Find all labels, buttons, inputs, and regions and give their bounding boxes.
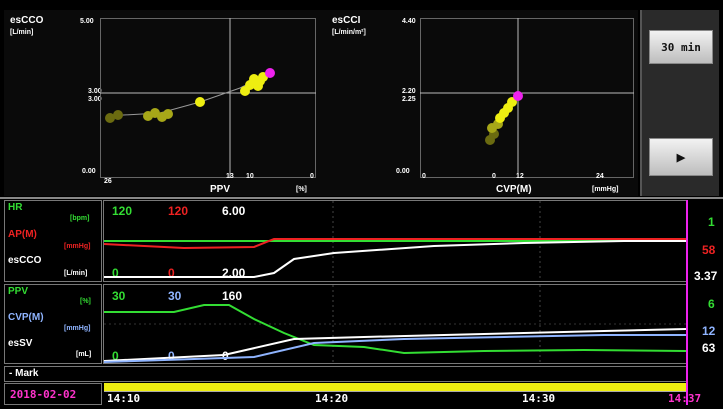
scatter-right-ybottom: 0.00 xyxy=(396,168,410,175)
scatter-right-xunit: [mmHg] xyxy=(592,186,619,193)
cvp-unit: [mmHg] xyxy=(64,325,91,332)
scatter-left-ylabel: esCCO xyxy=(10,15,44,26)
timeline-bar[interactable] xyxy=(104,383,687,391)
scatter-right-ylabel: esCCI xyxy=(332,15,361,26)
time-label: 14:30 xyxy=(522,392,556,405)
trend1-value-green: 1 xyxy=(708,215,715,229)
ppv-unit: [%] xyxy=(80,298,91,305)
scatter-right-yunit: [L/min/m²] xyxy=(332,29,366,36)
time-range-button[interactable]: 30 min xyxy=(649,30,713,64)
esco-unit: [L/min] xyxy=(64,270,88,277)
scatter-right-ytop: 4.40 xyxy=(402,18,416,25)
date-label: 2018-02-02 xyxy=(10,388,77,401)
scatter-left-xtick-mid: 13 xyxy=(226,173,234,180)
scatter-left-yunit: [L/min] xyxy=(10,29,34,36)
hr-label: HR xyxy=(8,202,23,213)
essv-label: esSV xyxy=(8,338,33,349)
scatter-right-panel: esCCI [L/min/m²] 4.40 2.20 2.25 0.00 0 0… xyxy=(326,10,638,196)
scatter-left-xunit: [%] xyxy=(296,186,307,193)
trend2-scale-green-bot: 0 xyxy=(112,349,119,363)
trend2-value-blue: 12 xyxy=(702,324,716,338)
trend2-scale-blue-top: 30 xyxy=(168,289,182,303)
ppv-label: PPV xyxy=(8,286,29,297)
scatter-right-ymid-a: 2.20 xyxy=(402,88,416,95)
scatter-area xyxy=(4,10,638,196)
trend2-value-white: 63 xyxy=(702,341,716,355)
mark-row[interactable] xyxy=(4,366,687,382)
timeline-axis xyxy=(104,391,687,405)
time-cursor[interactable] xyxy=(686,200,688,405)
scatter-right-xtick-mid: 0 xyxy=(492,173,496,180)
trend2-scale-green-top: 30 xyxy=(112,289,126,303)
scatter-right-xtick-right: 24 xyxy=(596,173,604,180)
ap-label: AP(M) xyxy=(8,229,37,240)
trend1-waveforms xyxy=(104,201,686,281)
trend2-scale-blue-bot: 0 xyxy=(168,349,175,363)
trend1-value-white: 3.37 xyxy=(694,269,718,283)
trend1-scale-white-top: 6.00 xyxy=(222,204,246,218)
scatter-left-xtick-mid2: 10 xyxy=(246,173,254,180)
ap-unit: [mmHg] xyxy=(64,243,91,250)
scatter-left-ybottom: 0.00 xyxy=(82,168,96,175)
esco-label: esCCO xyxy=(8,255,42,266)
play-button[interactable]: ▶ xyxy=(649,138,713,176)
scatter-left-ymid-b: 3.00 xyxy=(88,96,102,103)
scatter-left-xtick-left: 26 xyxy=(104,178,112,185)
trend2-scale-white-top: 160 xyxy=(222,289,243,303)
trend1-scale-red-top: 120 xyxy=(168,204,189,218)
trend1-scale-green-bot: 0 xyxy=(112,266,119,280)
time-label: 14:20 xyxy=(315,392,349,405)
cvp-label: CVP(M) xyxy=(8,312,44,323)
scatter-right-xtick-left: 0 xyxy=(422,173,426,180)
trend2-scale-white-bot: 0 xyxy=(222,349,229,363)
essv-unit: [mL] xyxy=(76,351,92,358)
scatter-right-plot xyxy=(420,18,634,178)
date-box xyxy=(4,383,102,405)
time-cursor-label: 14:37 xyxy=(668,392,702,405)
trend2-label-column xyxy=(4,284,102,364)
trend2-waveforms xyxy=(104,285,686,363)
scatter-right-xlabel: CVP(M) xyxy=(496,184,532,195)
trend1-scale-green-top: 120 xyxy=(112,204,133,218)
time-label: 14:10 xyxy=(107,392,141,405)
mark-label: - Mark xyxy=(9,368,39,379)
trend1-label-column xyxy=(4,200,102,282)
hr-unit: [bpm] xyxy=(70,215,90,222)
scatter-left-xtick-right: 0 xyxy=(310,173,314,180)
scatter-left-plot xyxy=(100,18,316,178)
trend1-value-red: 58 xyxy=(702,243,716,257)
trend2-value-green: 6 xyxy=(708,297,715,311)
scatter-left-ymid-a: 3.00 xyxy=(88,88,102,95)
scatter-right-xtick-mid2: 12 xyxy=(516,173,524,180)
scatter-left-xlabel: PPV xyxy=(210,184,231,195)
scatter-right-ymid-b: 2.25 xyxy=(402,96,416,103)
trend1-scale-red-bot: 0 xyxy=(168,266,175,280)
separator xyxy=(0,197,723,199)
scatter-left-ytop: 5.00 xyxy=(80,18,94,25)
scatter-left-panel: esCCO [L/min] 5.00 3.00 3.00 0.00 26 13 … xyxy=(4,10,319,196)
